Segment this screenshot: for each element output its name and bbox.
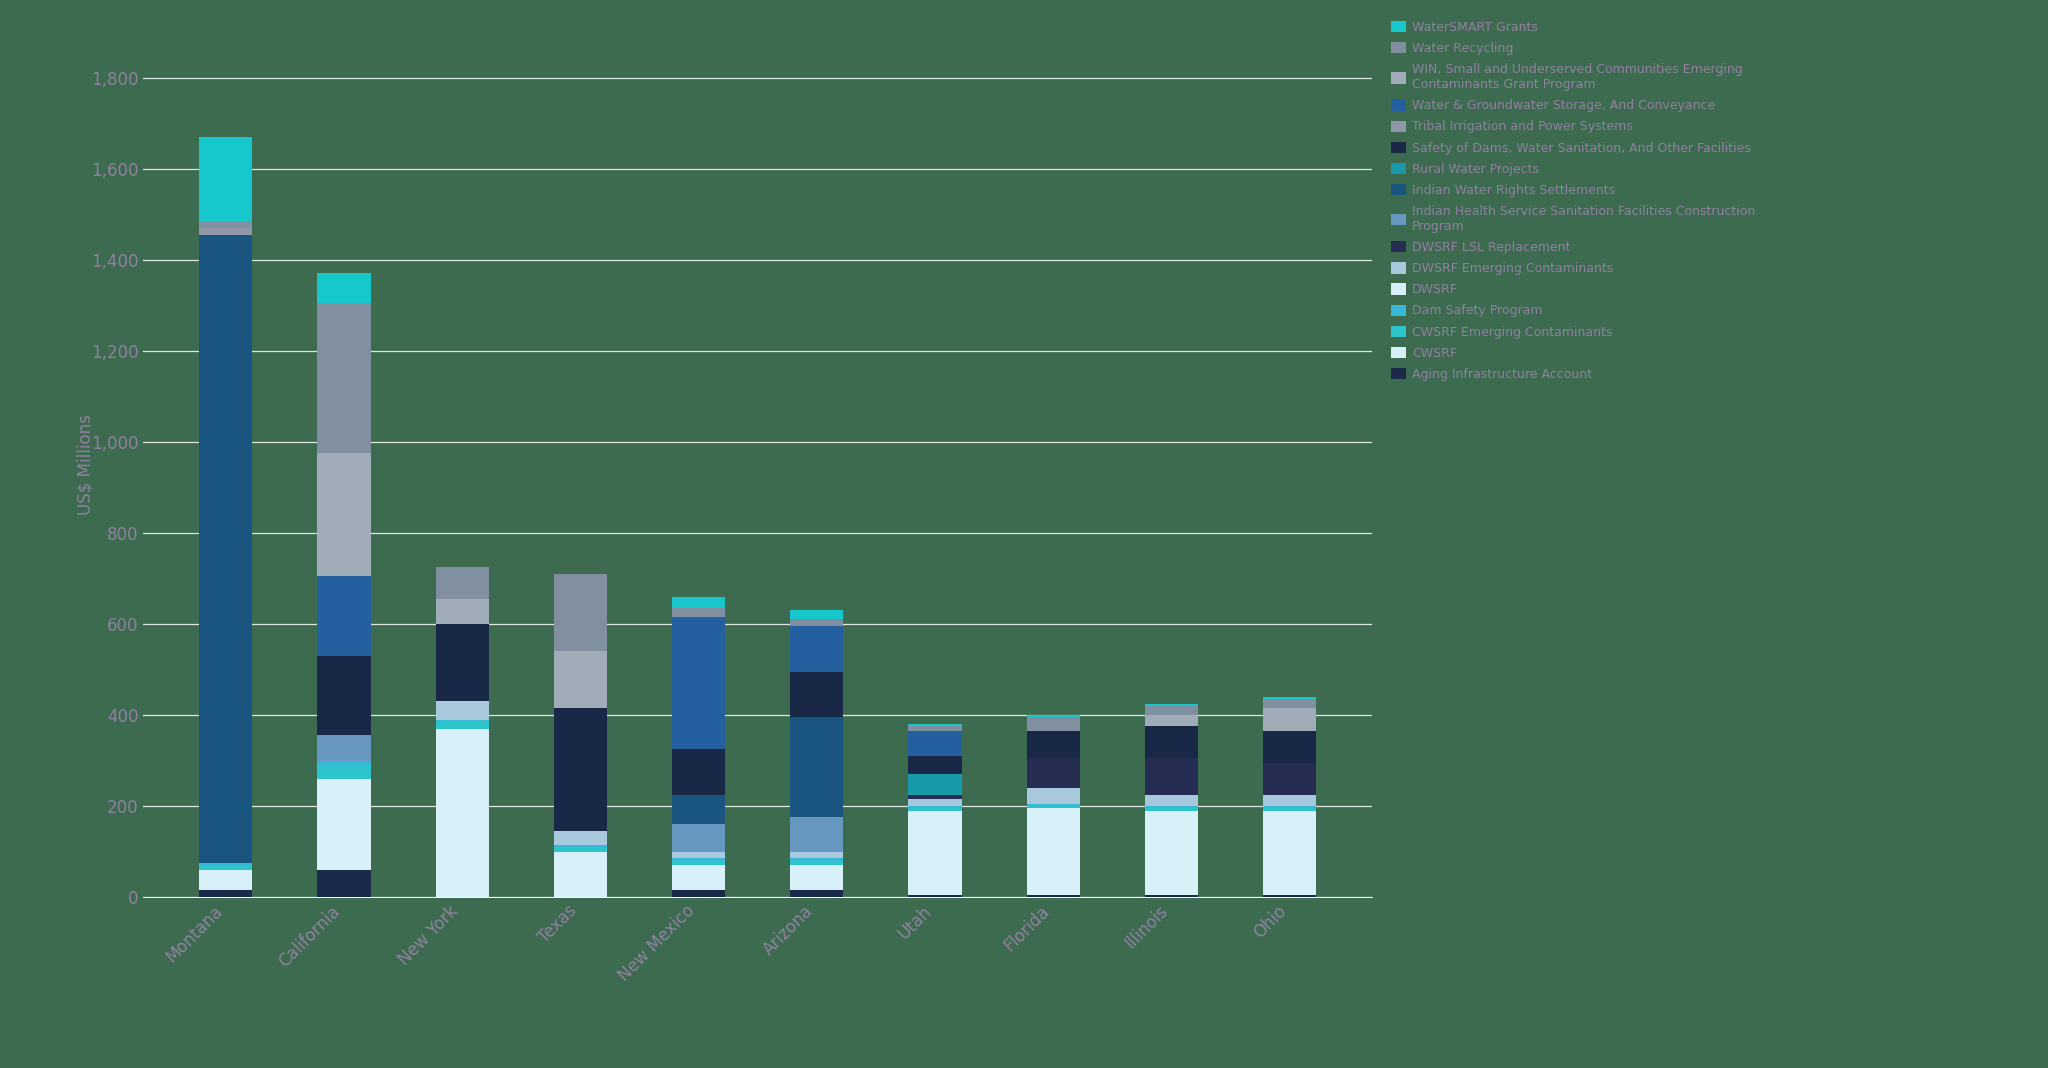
Bar [1026,804,1079,806]
Bar [1264,763,1317,795]
Bar [1026,731,1079,758]
Bar [199,235,252,863]
Bar [1264,806,1317,808]
Bar [1264,795,1317,806]
Bar [672,749,725,795]
Bar [317,303,371,453]
Legend: WaterSMART Grants, Water Recycling, WIN, Small and Underserved Communities Emerg: WaterSMART Grants, Water Recycling, WIN,… [1391,21,1755,381]
Bar [909,799,963,806]
Bar [909,774,963,795]
Bar [1264,708,1317,731]
Bar [436,599,489,624]
Bar [1026,788,1079,804]
Bar [1145,706,1198,714]
Bar [199,227,252,235]
Bar [1145,806,1198,808]
Bar [791,626,844,672]
Bar [1026,808,1079,895]
Bar [436,720,489,722]
Bar [1026,758,1079,788]
Bar [1264,696,1317,700]
Bar [791,865,844,891]
Bar [672,617,725,749]
Bar [909,731,963,756]
Bar [1264,895,1317,897]
Bar [791,619,844,626]
Bar [317,656,371,736]
Bar [553,851,606,897]
Bar [317,765,371,779]
Bar [909,806,963,808]
Bar [199,863,252,865]
Bar [909,726,963,731]
Bar [909,756,963,774]
Bar [672,859,725,861]
Bar [199,137,252,221]
Bar [436,728,489,897]
Bar [1026,806,1079,808]
Bar [672,851,725,859]
Bar [672,824,725,851]
Bar [1145,895,1198,897]
Bar [791,672,844,718]
Bar [672,608,725,617]
Bar [553,574,606,651]
Bar [199,891,252,897]
Bar [1264,700,1317,708]
Bar [1145,758,1198,795]
Bar [1145,726,1198,758]
Bar [436,567,489,599]
Bar [553,831,606,845]
Bar [909,795,963,799]
Bar [1145,704,1198,706]
Bar [553,651,606,708]
Bar [1145,795,1198,806]
Bar [199,865,252,869]
Bar [553,847,606,851]
Bar [1145,811,1198,895]
Bar [1264,811,1317,895]
Bar [317,453,371,576]
Bar [1026,718,1079,731]
Bar [553,845,606,847]
Bar [1264,808,1317,811]
Bar [317,576,371,656]
Bar [909,724,963,726]
Bar [909,895,963,897]
Bar [909,808,963,811]
Bar [1264,731,1317,763]
Bar [672,891,725,897]
Bar [553,708,606,831]
Bar [1145,714,1198,726]
Bar [317,736,371,760]
Bar [1026,895,1079,897]
Bar [791,851,844,859]
Y-axis label: US$ Millions: US$ Millions [76,414,94,515]
Bar [791,817,844,851]
Bar [791,610,844,619]
Bar [317,779,371,869]
Bar [791,718,844,817]
Bar [672,865,725,891]
Bar [672,861,725,865]
Bar [1145,808,1198,811]
Bar [1026,714,1079,718]
Bar [317,869,371,897]
Bar [199,869,252,891]
Bar [317,760,371,765]
Bar [436,702,489,720]
Bar [791,861,844,865]
Bar [436,624,489,702]
Bar [436,722,489,728]
Bar [317,273,371,303]
Bar [791,891,844,897]
Bar [199,221,252,227]
Bar [672,597,725,608]
Bar [791,859,844,861]
Bar [672,795,725,824]
Bar [909,811,963,895]
